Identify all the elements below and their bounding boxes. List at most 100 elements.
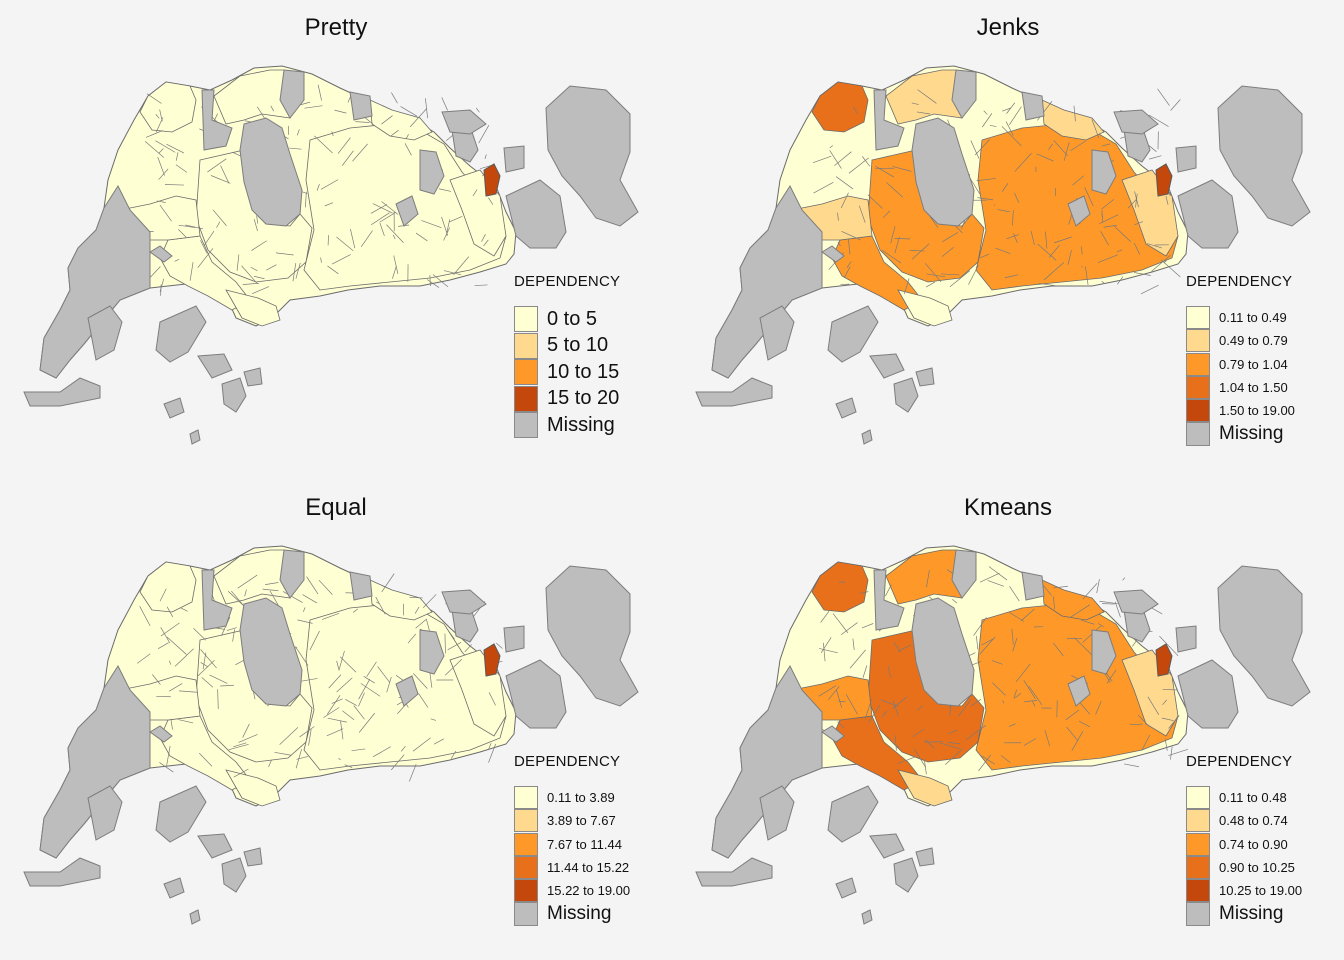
missing-area xyxy=(149,245,173,263)
legend-swatch xyxy=(1186,399,1210,423)
missing-area xyxy=(1113,109,1159,135)
legend-entry: 1.04 to 1.50 xyxy=(1186,376,1295,400)
region-punggol xyxy=(369,579,433,621)
missing-area xyxy=(1067,195,1091,227)
choropleth-map xyxy=(23,545,639,925)
legend-swatch xyxy=(514,832,538,856)
legend-swatch xyxy=(1186,856,1210,880)
missing-area xyxy=(395,675,419,707)
region-north xyxy=(213,549,291,605)
legend-swatch xyxy=(1186,809,1210,833)
region-highest-class xyxy=(483,643,501,677)
legend-swatch xyxy=(1186,306,1210,330)
map-panel-equal: Equal DEPENDENCY 0.11 to 3.89 3.89 to 7.6… xyxy=(0,480,672,960)
region-south xyxy=(897,289,953,327)
missing-area xyxy=(861,429,873,445)
region-northwest xyxy=(139,561,197,613)
legend-entry: 0.48 to 0.74 xyxy=(1186,809,1302,833)
legend-entry: 0.79 to 1.04 xyxy=(1186,352,1295,376)
map-panel-kmeans: Kmeans DEPENDENCY 0.11 to 0.48 0.48 to 0.… xyxy=(672,480,1344,960)
region-south xyxy=(897,769,953,807)
missing-area xyxy=(279,69,305,119)
legend-swatch xyxy=(514,786,538,810)
legend-label: 0.11 to 0.49 xyxy=(1219,310,1287,326)
missing-area xyxy=(349,571,373,601)
region-punggol xyxy=(1041,99,1105,141)
legend-entry-missing: Missing xyxy=(514,412,620,439)
missing-area xyxy=(189,909,201,925)
legend-entry: 3.89 to 7.67 xyxy=(514,809,630,833)
legend-entry: 1.50 to 19.00 xyxy=(1186,399,1295,423)
missing-area xyxy=(419,149,445,195)
missing-area xyxy=(349,91,373,121)
missing-area xyxy=(1175,145,1197,173)
missing-area xyxy=(505,179,567,249)
missing-area xyxy=(873,89,905,151)
legend-entry: 15.22 to 19.00 xyxy=(514,879,630,903)
missing-area xyxy=(1113,589,1159,615)
missing-area xyxy=(1067,675,1091,707)
legend-swatch xyxy=(1186,786,1210,810)
legend-swatch xyxy=(1186,329,1210,353)
legend-entry-missing: Missing xyxy=(514,902,630,927)
missing-area xyxy=(201,89,233,151)
legend-swatch xyxy=(514,902,538,927)
missing-area xyxy=(243,367,263,387)
legend-label: 15 to 20 xyxy=(547,387,620,410)
legend-swatch xyxy=(1186,422,1210,447)
legend-swatch xyxy=(514,359,538,386)
legend-entry-missing: Missing xyxy=(1186,422,1295,447)
missing-area xyxy=(197,353,233,379)
missing-area xyxy=(911,117,975,227)
legend-title: DEPENDENCY xyxy=(514,753,621,770)
region-punggol xyxy=(369,99,433,141)
missing-area xyxy=(505,659,567,729)
legend-label: 0.74 to 0.90 xyxy=(1219,836,1288,852)
panel-title: Pretty xyxy=(304,14,368,41)
region-northwest xyxy=(811,81,869,133)
missing-area xyxy=(39,184,151,379)
missing-area xyxy=(1091,149,1117,195)
legend-swatch xyxy=(1186,376,1210,400)
legend-swatch xyxy=(514,809,538,833)
legend-label: 5 to 10 xyxy=(547,334,609,357)
region-north xyxy=(885,549,963,605)
missing-area xyxy=(23,377,101,407)
legend-entry: 7.67 to 11.44 xyxy=(514,832,630,856)
panel-title: Equal xyxy=(305,494,367,521)
missing-area xyxy=(395,195,419,227)
region-north xyxy=(213,69,291,125)
missing-area xyxy=(1175,625,1197,653)
legend-swatch xyxy=(514,332,538,359)
region-north xyxy=(885,69,963,125)
legend-rows: 0.11 to 0.49 0.49 to 0.79 0.79 to 1.04 1.04… xyxy=(1186,306,1295,447)
legend-swatch xyxy=(1186,352,1210,376)
map-panel-jenks: Jenks DEPENDENCY 0.11 to 0.49 0.49 to 0.7… xyxy=(672,0,1344,480)
missing-area xyxy=(1021,571,1045,601)
legend-label: 1.04 to 1.50 xyxy=(1219,380,1288,396)
missing-area xyxy=(1021,91,1045,121)
missing-area xyxy=(201,569,233,631)
legend-swatch xyxy=(514,412,538,439)
legend-label-missing: Missing xyxy=(1219,903,1284,925)
legend-entry-missing: Missing xyxy=(1186,902,1302,927)
legend-title: DEPENDENCY xyxy=(514,273,621,290)
missing-area xyxy=(951,69,977,119)
missing-area xyxy=(711,664,823,859)
region-northwest xyxy=(811,561,869,613)
legend-title: DEPENDENCY xyxy=(1186,273,1293,290)
legend-swatch xyxy=(1186,902,1210,927)
region-highest-class xyxy=(483,163,501,197)
missing-area xyxy=(441,109,487,135)
missing-area xyxy=(441,589,487,615)
legend-label: 0.79 to 1.04 xyxy=(1219,356,1288,372)
legend-rows: 0.11 to 0.48 0.48 to 0.74 0.74 to 0.90 0.90… xyxy=(1186,786,1302,927)
missing-area xyxy=(915,847,935,867)
legend-entry: 10 to 15 xyxy=(514,359,620,386)
region-highest-class xyxy=(1155,643,1173,677)
legend-entry: 5 to 10 xyxy=(514,332,620,360)
missing-area xyxy=(915,367,935,387)
missing-area xyxy=(1217,85,1311,227)
missing-area xyxy=(911,597,975,707)
missing-area xyxy=(197,833,233,859)
